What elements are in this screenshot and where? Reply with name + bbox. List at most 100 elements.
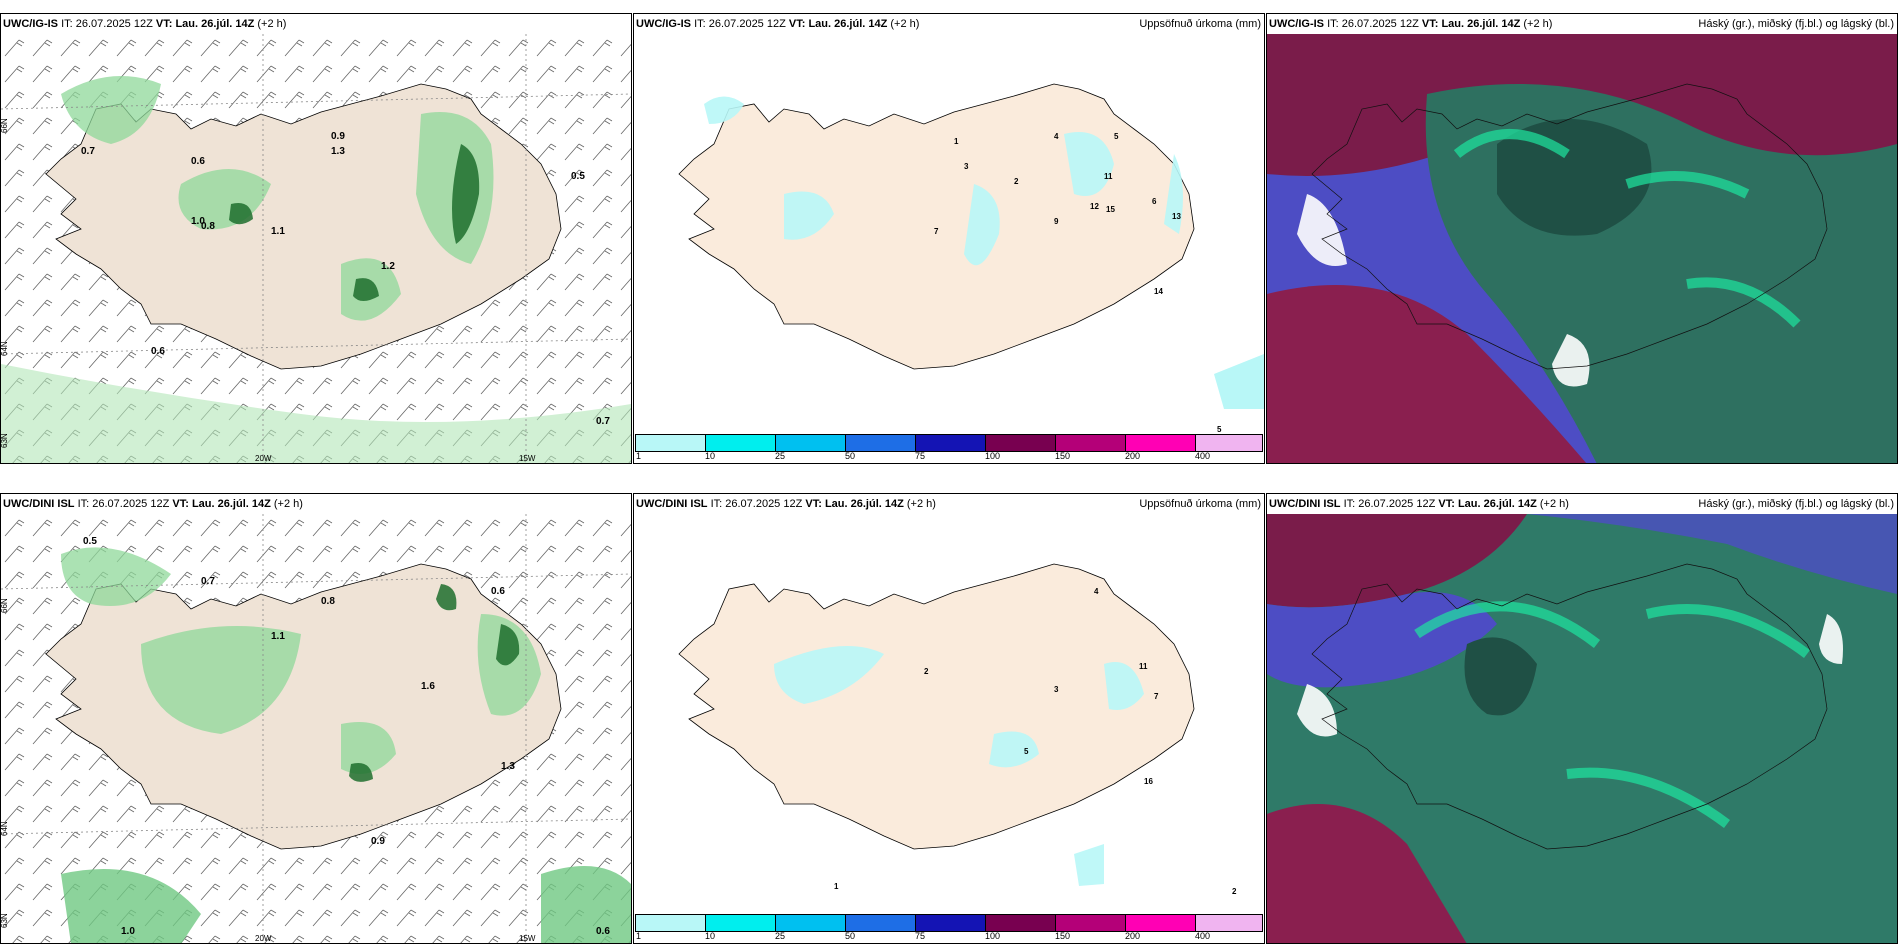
colorbar-bin-400 [1195,434,1263,452]
value-label: 0.9 [371,836,385,847]
value-label: 1.3 [331,146,345,157]
value-label: 13 [1172,212,1181,221]
showers-values: 0.5 0.6 0.7 0.8 0.9 1.0 1.1 1.2 1.3 0.6 … [81,131,610,427]
value-label: 12 [1090,202,1099,211]
colorbar-bin-200 [1125,434,1196,452]
colorbar-bin-1 [635,434,706,452]
lon-label-20w: 20W [255,454,272,463]
colorbar-tick: 50 [845,451,856,461]
value-label: 5 [1024,747,1029,756]
panel-field-title: Uppsöfnuð úrkoma (mm) [1139,498,1261,510]
value-label: 1 [834,882,839,891]
value-label: 4 [1054,132,1059,141]
colorbar-tick: 75 [915,451,926,461]
colorbar-bin-1 [635,914,706,932]
lat-label-66n: 66N [1,598,9,613]
value-label: 1.0 [191,216,205,227]
panel-top-middle-precipitation: UWC/IG-IS IT: 26.07.2025 12Z VT: Lau. 26… [633,13,1265,464]
colorbar-tick: 10 [705,451,716,461]
precip-values: 1 2 3 4 5 6 7 9 11 12 13 14 15 5 [934,132,1222,434]
value-label: 3 [964,162,969,171]
colorbar-tick: 400 [1195,451,1211,461]
panel-bottom-right-clouds: UWC/DINI ISL IT: 26.07.2025 12Z VT: Lau.… [1266,493,1898,944]
value-label: 1.0 [121,926,135,937]
showers-map: 66N 64N 63N 20W 15W 0.5 0.6 0.7 0.8 0.9 … [1,514,631,943]
colorbar-bin-200 [1125,914,1196,932]
colorbar-tick: 200 [1125,451,1141,461]
colorbar-bin-75 [915,914,986,932]
value-label: 2 [1232,887,1237,896]
colorbar-tick: 75 [915,931,926,941]
colorbar-bin-25 [775,914,846,932]
value-label: 15 [1106,205,1115,214]
value-label: 1.2 [381,261,395,272]
value-label: 5 [1217,425,1222,434]
colorbar-tick: 150 [1055,451,1071,461]
panel-header: UWC/IG-IS IT: 26.07.2025 12Z VT: Lau. 26… [3,18,287,30]
colorbar-bin-150 [1055,914,1126,932]
value-label: 1.6 [421,681,435,692]
precipitation-colorbar: 1 10 25 50 75 100 150 200 400 [635,434,1264,461]
precip-light-area [774,646,1144,886]
colorbar-tick: 100 [985,451,1001,461]
colorbar-tick: 200 [1125,931,1141,941]
panel-bottom-middle-precipitation: UWC/DINI ISL IT: 26.07.2025 12Z VT: Lau.… [633,493,1265,944]
value-label: 0.5 [83,536,97,547]
panel-field-title: Uppsöfnuð úrkoma (mm) [1139,18,1261,30]
value-label: 0.8 [201,221,215,232]
iceland-outline [1311,563,1828,850]
clouds-map [1267,514,1897,943]
value-label: 7 [934,227,939,236]
panel-header: UWC/DINI ISL IT: 26.07.2025 12Z VT: Lau.… [1269,498,1569,510]
lat-label-63n: 63N [1,433,9,448]
lon-label-20w: 20W [255,934,272,943]
panel-header: UWC/DINI ISL IT: 26.07.2025 12Z VT: Lau.… [3,498,303,510]
value-label: 14 [1154,287,1163,296]
colorbar-bin-50 [845,434,916,452]
precip-light-area [704,96,1183,266]
showers-values: 0.5 0.6 0.7 0.8 0.9 1.0 1.1 1.3 1.6 0.6 [83,536,610,937]
showers-green-area [61,76,494,321]
colorbar-tick: 50 [845,931,856,941]
value-label: 1.1 [271,631,285,642]
colorbar-tick: 25 [775,451,786,461]
colorbar-bin-50 [845,914,916,932]
value-label: 0.6 [596,926,610,937]
value-label: 11 [1139,662,1148,671]
precipitation-colorbar: 1 10 25 50 75 100 150 200 400 [635,914,1264,941]
panel-header: UWC/DINI ISL IT: 26.07.2025 12Z VT: Lau.… [636,498,936,510]
value-label: 0.6 [491,586,505,597]
colorbar-bin-25 [775,434,846,452]
colorbar-tick: 150 [1055,931,1071,941]
value-label: 0.5 [571,171,585,182]
lon-label-15w: 15W [519,934,536,943]
value-label: 0.7 [596,416,610,427]
iceland-land [678,563,1195,850]
value-label: 6 [1152,197,1157,206]
value-label: 0.6 [191,156,205,167]
precipitation-map: 1 2 3 4 5 6 7 9 11 12 13 14 15 5 [678,83,1264,434]
value-label: 0.8 [321,596,335,607]
value-label: 11 [1104,172,1113,181]
panel-field-title: Háský (gr.), miðský (fj.bl.) og lágský (… [1698,18,1894,30]
colorbar-tick: 1 [636,931,642,941]
panel-field-title: Háský (gr.), miðský (fj.bl.) og lágský (… [1698,498,1894,510]
value-label: 1.3 [501,761,515,772]
panel-top-left-showers: UWC/IG-IS IT: 26.07.2025 12Z VT: Lau. 26… [0,13,632,464]
lat-label-63n: 63N [1,913,9,928]
lat-label-64n: 64N [1,821,9,836]
clouds-map [1267,34,1897,463]
value-label: 9 [1054,217,1059,226]
value-label: 7 [1154,692,1159,701]
value-label: 0.9 [331,131,345,142]
colorbar-bin-75 [915,434,986,452]
value-label: 0.7 [201,576,215,587]
lon-label-15w: 15W [519,454,536,463]
colorbar-bin-400 [1195,914,1263,932]
showers-map: 66N 64N 63N 20W 15W 0.5 0.6 0.7 0.8 0.9 … [1,34,631,463]
value-label: 1 [954,137,959,146]
value-label: 0.7 [81,146,95,157]
value-label: 16 [1144,777,1153,786]
showers-green-area [61,547,541,774]
colorbar-bin-10 [705,914,776,932]
